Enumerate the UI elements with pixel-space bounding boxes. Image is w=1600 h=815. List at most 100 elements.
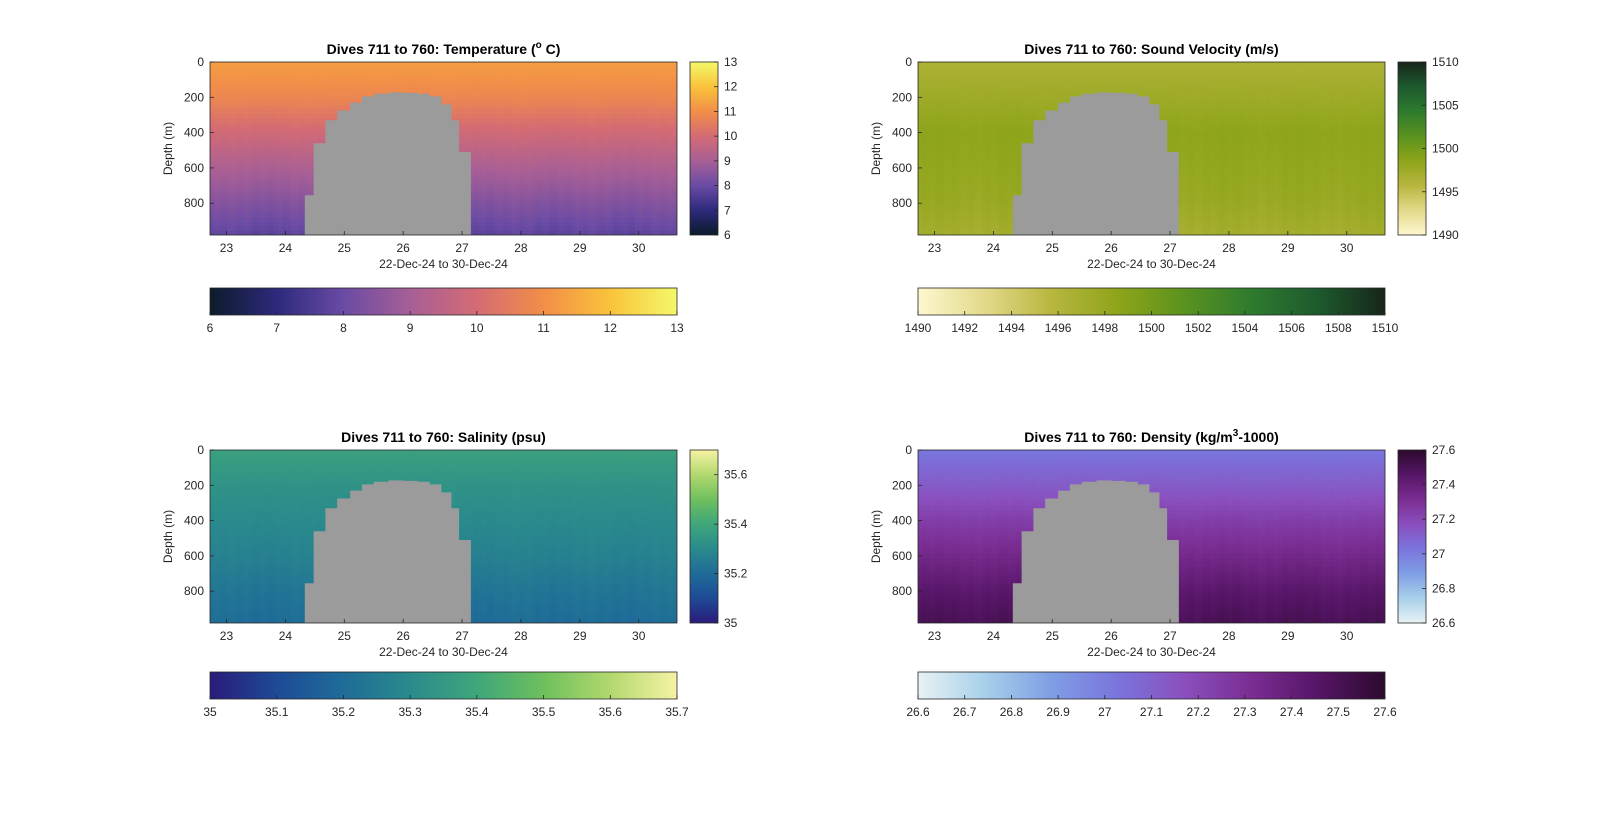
heatmap-cell — [528, 183, 534, 189]
heatmap-cell — [545, 157, 551, 163]
heatmap-cell — [485, 100, 491, 106]
heatmap-cell — [536, 183, 542, 189]
heatmap-cell — [239, 113, 245, 119]
heatmap-cell — [643, 122, 648, 128]
heatmap-cell — [609, 96, 614, 102]
heatmap-cell — [947, 148, 953, 154]
heatmap-cell — [592, 187, 597, 193]
heatmap-cell — [277, 187, 283, 193]
heatmap-cell — [651, 226, 657, 232]
heatmap-cell — [553, 113, 559, 119]
heatmap-cell — [664, 196, 670, 201]
heatmap-cell — [634, 79, 640, 85]
heatmap-cell — [354, 83, 360, 89]
heatmap-cell — [210, 213, 215, 219]
heatmap-cell — [337, 66, 343, 72]
heatmap-cell — [964, 157, 970, 163]
heatmap-cell — [481, 109, 487, 115]
heatmap-cell — [570, 92, 576, 98]
heatmap-cell — [956, 96, 962, 102]
colorbar-tick-label: 7 — [273, 321, 280, 335]
heatmap-cell — [934, 126, 940, 132]
heatmap-cell — [566, 74, 572, 80]
heatmap-cell — [592, 200, 597, 206]
heatmap-cell — [964, 113, 970, 119]
heatmap-cell — [647, 165, 653, 171]
heatmap-cell — [507, 131, 513, 137]
heatmap-cell — [943, 113, 949, 119]
heatmap-cell — [579, 74, 585, 80]
heatmap-cell — [566, 178, 572, 184]
heatmap-cell — [243, 178, 249, 184]
heatmap-cell — [303, 74, 309, 80]
heatmap-cell — [528, 109, 534, 115]
heatmap-cell — [956, 105, 962, 111]
heatmap-cell — [515, 209, 521, 214]
heatmap-cell — [350, 70, 355, 76]
heatmap-cell — [918, 230, 923, 235]
heatmap-cell — [672, 191, 677, 197]
heatmap-cell — [956, 87, 962, 93]
heatmap-cell — [435, 66, 440, 72]
heatmap-cell — [269, 213, 275, 219]
heatmap-cell — [299, 83, 304, 89]
heatmap-cell — [511, 118, 517, 124]
heatmap-cell — [490, 126, 496, 132]
heatmap-cell — [498, 70, 504, 76]
heatmap-cell — [371, 66, 377, 72]
heatmap-cell — [519, 135, 525, 141]
heatmap-cell — [609, 191, 614, 197]
heatmap-cell — [528, 83, 534, 89]
heatmap-cell — [651, 157, 657, 163]
heatmap-cell — [502, 191, 508, 197]
heatmap-cell — [545, 200, 551, 206]
heatmap-cell — [968, 70, 974, 76]
heatmap-cell — [570, 191, 576, 197]
heatmap-cell — [243, 187, 249, 193]
heatmap-cell — [524, 170, 530, 176]
heatmap-cell — [265, 74, 271, 80]
heatmap-cell — [320, 74, 326, 80]
heatmap-cell — [231, 74, 237, 80]
heatmap-cell — [638, 148, 644, 154]
heatmap-cell — [960, 96, 966, 102]
heatmap-cell — [519, 222, 525, 227]
heatmap-cell — [286, 113, 292, 119]
heatmap-cell — [558, 209, 563, 214]
heatmap-cell — [214, 191, 220, 197]
heatmap-cell — [451, 96, 457, 102]
heatmap-cell — [303, 170, 309, 176]
heatmap-cell — [282, 217, 288, 223]
heatmap-cell — [418, 70, 423, 76]
heatmap-cell — [947, 96, 953, 102]
heatmap-cell — [939, 92, 945, 98]
heatmap-cell — [634, 100, 640, 106]
heatmap-cell — [951, 178, 957, 184]
heatmap-cell — [210, 196, 215, 201]
heatmap-cell — [541, 174, 546, 180]
heatmap-cell — [939, 100, 945, 106]
heatmap-cell — [638, 200, 644, 206]
heatmap-cell — [566, 226, 572, 232]
heatmap-cell — [277, 87, 283, 93]
heatmap-cell — [524, 131, 530, 137]
heatmap-cell — [490, 79, 496, 85]
heatmap-cell — [634, 222, 640, 227]
heatmap-cell — [545, 148, 551, 154]
heatmap-cell — [299, 100, 304, 106]
heatmap-cell — [968, 62, 974, 67]
heatmap-cell — [600, 170, 606, 176]
heatmap-cell — [294, 66, 300, 72]
heatmap-cell — [218, 109, 224, 115]
heatmap-cell — [524, 126, 530, 132]
heatmap-cell — [549, 131, 555, 137]
heatmap-cell — [579, 213, 585, 219]
heatmap-cell — [638, 79, 644, 85]
heatmap-cell — [951, 217, 957, 223]
heatmap-cell — [294, 161, 300, 167]
heatmap-cell — [210, 148, 215, 154]
heatmap-cell — [545, 178, 551, 184]
heatmap-cell — [294, 204, 300, 210]
heatmap-cell — [256, 152, 262, 158]
heatmap-cell — [655, 217, 661, 223]
